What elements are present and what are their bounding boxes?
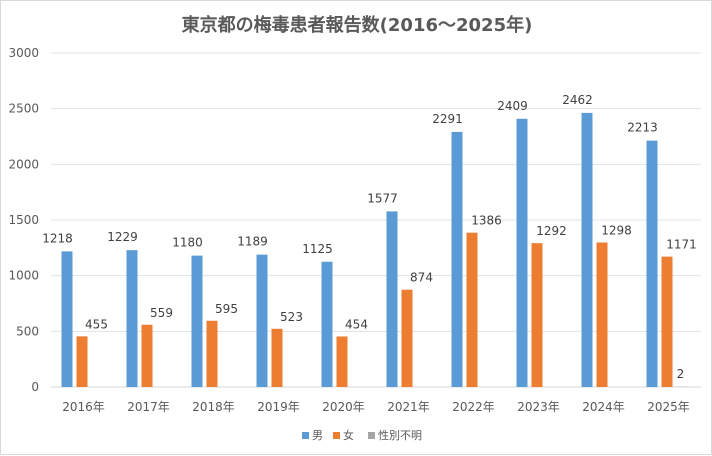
chart-title: 東京都の梅毒患者報告数(2016～2025年) xyxy=(182,14,533,36)
data-label: 523 xyxy=(280,310,303,324)
bar-男-2024年 xyxy=(582,113,593,387)
bars xyxy=(62,113,688,387)
y-tick-label: 500 xyxy=(16,324,39,338)
data-label: 874 xyxy=(410,271,433,285)
bar-男-2016年 xyxy=(62,251,73,387)
data-label: 1229 xyxy=(107,230,138,244)
x-tick-label: 2023年 xyxy=(517,400,560,414)
legend-label: 男 xyxy=(312,429,323,442)
x-tick-label: 2024年 xyxy=(582,400,625,414)
data-label: 2213 xyxy=(627,121,658,135)
legend-swatch xyxy=(302,432,309,439)
data-label: 1180 xyxy=(172,236,203,250)
data-label: 455 xyxy=(85,317,108,331)
data-label: 1292 xyxy=(536,224,567,238)
bar-男-2017年 xyxy=(127,250,138,387)
legend-swatch xyxy=(333,432,340,439)
data-label: 2462 xyxy=(562,93,593,107)
legend-label: 性別不明 xyxy=(378,428,422,442)
y-tick-label: 0 xyxy=(31,380,39,394)
x-tick-label: 2021年 xyxy=(387,400,430,414)
x-tick-label: 2018年 xyxy=(192,400,235,414)
y-tick-label: 1500 xyxy=(8,213,39,227)
bar-女-2021年 xyxy=(402,290,413,387)
y-tick-label: 2500 xyxy=(8,102,39,116)
data-label: 1577 xyxy=(367,191,398,205)
data-label: 559 xyxy=(150,306,173,320)
bar-男-2022年 xyxy=(452,132,463,387)
x-tick-label: 2020年 xyxy=(322,400,365,414)
y-axis-ticks: 0 500 1000 1500 2000 2500 3000 xyxy=(8,46,39,394)
x-tick-label: 2022年 xyxy=(452,400,495,414)
bar-男-2019年 xyxy=(257,255,268,387)
legend-swatch xyxy=(368,432,375,439)
data-label: 454 xyxy=(345,317,368,331)
bar-男-2018年 xyxy=(192,256,203,387)
bar-男-2023年 xyxy=(517,119,528,387)
data-label: 1386 xyxy=(471,214,502,228)
bar-女-2019年 xyxy=(272,329,283,387)
bar-女-2018年 xyxy=(207,321,218,387)
data-label: 1171 xyxy=(666,238,697,252)
x-tick-label: 2025年 xyxy=(647,400,690,414)
bar-男-2025年 xyxy=(647,141,658,387)
y-tick-label: 3000 xyxy=(8,46,39,60)
x-tick-label: 2016年 xyxy=(62,400,105,414)
bar-女-2024年 xyxy=(597,242,608,387)
x-axis-ticks: 2016年 2017年 2018年 2019年 2020年 2021年 2022年 2023年… xyxy=(62,400,690,414)
data-label: 1125 xyxy=(302,242,333,256)
bar-女-2016年 xyxy=(77,336,88,387)
bar-男-2021年 xyxy=(387,211,398,387)
data-label: 1189 xyxy=(237,235,268,249)
legend-label: 女 xyxy=(343,428,354,442)
y-tick-label: 1000 xyxy=(8,269,39,283)
legend: 男 女 性別不明 xyxy=(302,428,422,442)
y-tick-label: 2000 xyxy=(8,157,39,171)
data-label: 2291 xyxy=(432,112,463,126)
bar-女-2020年 xyxy=(337,336,348,387)
bar-男-2020年 xyxy=(322,262,333,387)
bar-女-2017年 xyxy=(142,325,153,387)
data-label: 2409 xyxy=(497,99,528,113)
data-label: 595 xyxy=(215,302,238,316)
x-tick-label: 2017年 xyxy=(127,400,170,414)
data-label: 1218 xyxy=(42,231,73,245)
data-label: 2 xyxy=(677,367,685,381)
bar-女-2022年 xyxy=(467,233,478,387)
bar-女-2023年 xyxy=(532,243,543,387)
x-tick-label: 2019年 xyxy=(257,400,300,414)
bar-女-2025年 xyxy=(662,257,673,387)
data-label: 1298 xyxy=(601,223,632,237)
